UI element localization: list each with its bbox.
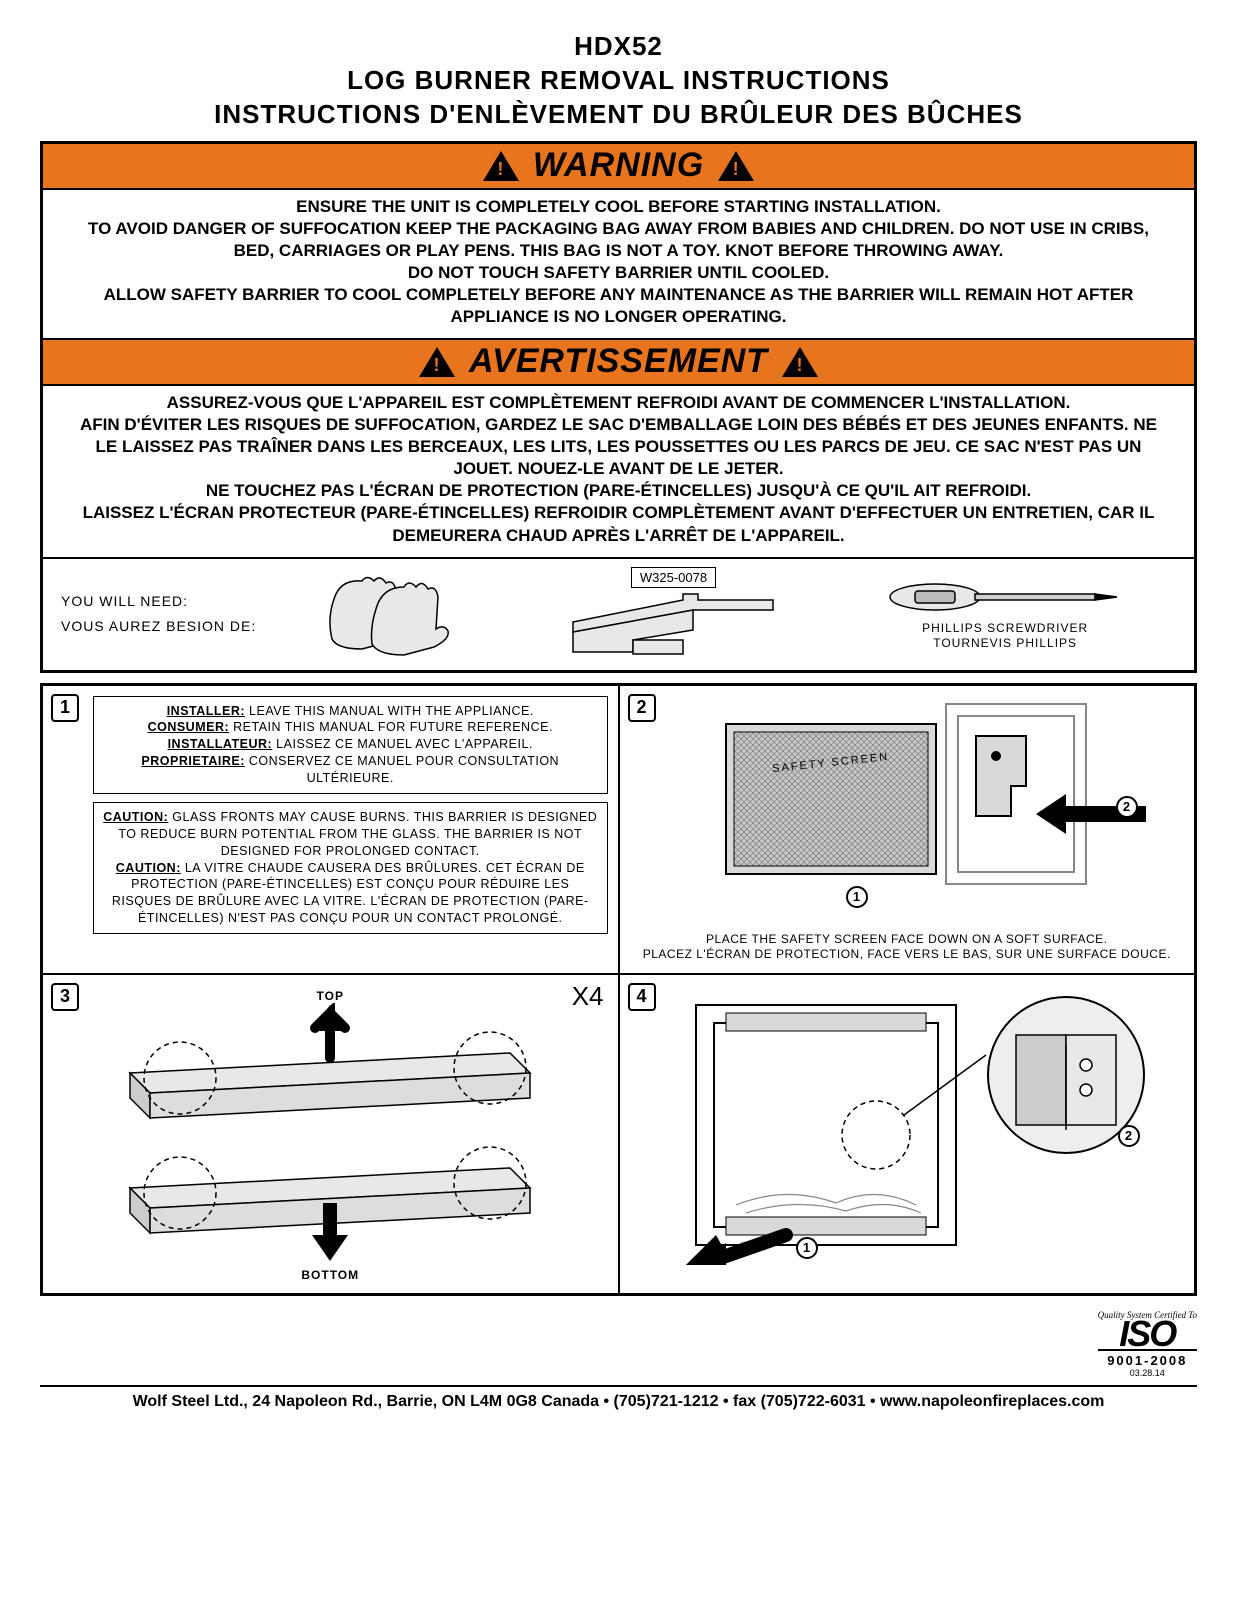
callout-1: 1 <box>846 886 868 908</box>
footer: Quality System Certified To ISO 9001-200… <box>40 1310 1197 1411</box>
caution-box: CAUTION: GLASS FRONTS MAY CAUSE BURNS. T… <box>93 802 608 934</box>
need-fr: VOUS AUREZ BESION DE: <box>61 614 261 639</box>
proprietaire-text: CONSERVEZ CE MANUEL POUR CONSULTATION UL… <box>245 754 559 785</box>
callout-2: 2 <box>1116 796 1138 818</box>
callout-1: 1 <box>796 1237 818 1259</box>
step2-caption-fr: PLACEZ L'ÉCRAN DE PROTECTION, FACE VERS … <box>630 947 1185 963</box>
warning-triangle-icon <box>419 347 455 377</box>
title-french: INSTRUCTIONS D'ENLÈVEMENT DU BRÛLEUR DES… <box>40 98 1197 132</box>
step-number: 2 <box>628 694 656 722</box>
step-number: 1 <box>51 694 79 722</box>
screwdriver-icon: PHILLIPS SCREWDRIVER TOURNEVIS PHILLIPS <box>885 577 1125 652</box>
step-number: 3 <box>51 983 79 1011</box>
caution-fr-label: CAUTION: <box>116 861 181 875</box>
bracket-part: W325-0078 <box>563 567 783 662</box>
step-2: 2 SAFETY SCREEN <box>619 685 1196 974</box>
warning-body-en: ENSURE THE UNIT IS COMPLETELY COOL BEFOR… <box>43 190 1194 341</box>
installer-text: LEAVE THIS MANUAL WITH THE APPLIANCE. <box>245 704 534 718</box>
installer-label: INSTALLER: <box>167 704 245 718</box>
warning-triangle-icon <box>782 347 818 377</box>
gloves-icon <box>312 569 462 659</box>
step-4: 4 <box>619 974 1196 1294</box>
consumer-text: RETAIN THIS MANUAL FOR FUTURE REFERENCE. <box>229 720 553 734</box>
installateur-label: INSTALLATEUR: <box>168 737 273 751</box>
warning-triangle-icon <box>483 151 519 181</box>
step-3: 3 X4 TOP <box>42 974 619 1294</box>
caution-fr-text: LA VITRE CHAUDE CAUSERA DES BRÛLURES. CE… <box>112 861 589 926</box>
tools-row: YOU WILL NEED: VOUS AUREZ BESION DE: W32… <box>43 557 1194 670</box>
top-label: TOP <box>53 989 608 1003</box>
warning-label-en: WARNING <box>533 146 704 185</box>
warning-bar-en: WARNING <box>43 144 1194 190</box>
warning-label-fr: AVERTISSEMENT <box>469 342 768 381</box>
iso-date: 03.28.14 <box>1098 1368 1197 1378</box>
screwdriver-fr: TOURNEVIS PHILLIPS <box>885 636 1125 652</box>
safety-screen-diagram: SAFETY SCREEN <box>666 696 1166 906</box>
manual-retain-box: INSTALLER: LEAVE THIS MANUAL WITH THE AP… <box>93 696 608 794</box>
warning-triangle-icon <box>718 151 754 181</box>
tools-need-label: YOU WILL NEED: VOUS AUREZ BESION DE: <box>61 589 261 639</box>
caution-en-text: GLASS FRONTS MAY CAUSE BURNS. THIS BARRI… <box>118 810 597 858</box>
need-en: YOU WILL NEED: <box>61 589 261 614</box>
step2-caption-en: PLACE THE SAFETY SCREEN FACE DOWN ON A S… <box>630 932 1185 948</box>
callout-2: 2 <box>1118 1125 1140 1147</box>
quantity-x4: X4 <box>572 981 604 1012</box>
step-number: 4 <box>628 983 656 1011</box>
installateur-text: LAISSEZ CE MANUEL AVEC L'APPAREIL. <box>272 737 533 751</box>
step-1: 1 INSTALLER: LEAVE THIS MANUAL WITH THE … <box>42 685 619 974</box>
consumer-label: CONSUMER: <box>148 720 230 734</box>
main-frame: WARNING ENSURE THE UNIT IS COMPLETELY CO… <box>40 141 1197 672</box>
iso-main-text: ISO <box>1098 1320 1197 1349</box>
caution-en-label: CAUTION: <box>103 810 168 824</box>
part-number-label: W325-0078 <box>631 567 716 588</box>
title-english: LOG BURNER REMOVAL INSTRUCTIONS <box>40 64 1197 98</box>
model-number: HDX52 <box>40 30 1197 64</box>
door-frame-diagram <box>666 985 1166 1265</box>
iso-badge: Quality System Certified To ISO 9001-200… <box>1098 1310 1197 1378</box>
screwdriver-en: PHILLIPS SCREWDRIVER <box>885 621 1125 637</box>
document-header: HDX52 LOG BURNER REMOVAL INSTRUCTIONS IN… <box>40 30 1197 131</box>
proprietaire-label: PROPRIETAIRE: <box>141 754 245 768</box>
warning-bar-fr: AVERTISSEMENT <box>43 340 1194 386</box>
bottom-label: BOTTOM <box>53 1268 608 1282</box>
company-info: Wolf Steel Ltd., 24 Napoleon Rd., Barrie… <box>40 1385 1197 1411</box>
steps-grid: 1 INSTALLER: LEAVE THIS MANUAL WITH THE … <box>40 683 1197 1296</box>
warning-body-fr: ASSUREZ-VOUS QUE L'APPAREIL EST COMPLÈTE… <box>43 386 1194 557</box>
louver-diagram <box>90 1003 570 1263</box>
